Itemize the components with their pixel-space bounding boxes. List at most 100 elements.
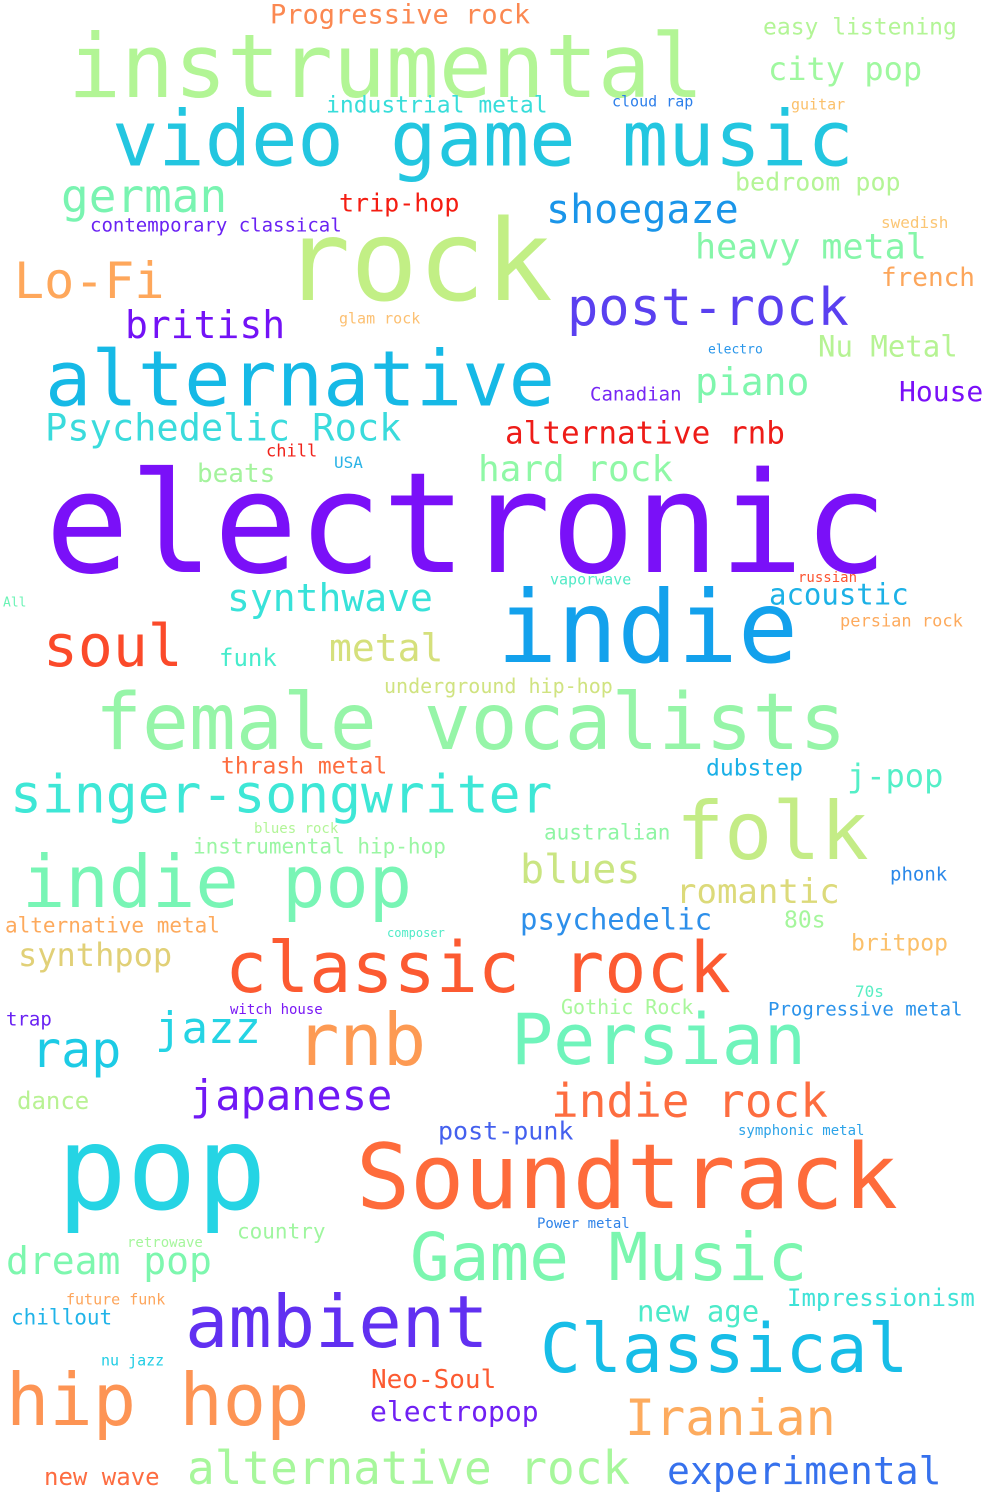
word-funk: funk — [219, 644, 277, 672]
word-psychedelic: psychedelic — [520, 902, 713, 937]
word-vaporwave: vaporwave — [550, 570, 632, 589]
word-indie: indie — [497, 569, 799, 686]
word-alternative: alternative — [45, 335, 555, 425]
word-chill: chill — [266, 441, 318, 462]
word-swedish: swedish — [881, 213, 949, 232]
word-dream-pop: dream pop — [6, 1239, 212, 1283]
word-retrowave: retrowave — [127, 1235, 203, 1251]
word-chillout: chillout — [11, 1305, 113, 1330]
word-80s: 80s — [784, 907, 826, 934]
word-new-age: new age — [637, 1294, 760, 1329]
word-trap: trap — [6, 1008, 52, 1031]
word-canadian: Canadian — [590, 383, 682, 406]
word-heavy-metal: heavy metal — [695, 227, 927, 268]
word-metal: metal — [329, 626, 444, 670]
word-glam-rock: glam rock — [339, 309, 421, 328]
word-acoustic: acoustic — [769, 577, 909, 612]
word-lo-fi: Lo-Fi — [14, 252, 165, 310]
word-nu-jazz: nu jazz — [101, 1351, 165, 1370]
word-female-vocalists: female vocalists — [95, 678, 847, 768]
word-iranian: Iranian — [625, 1389, 836, 1447]
word-german: german — [61, 169, 228, 223]
word-new-wave: new wave — [44, 1463, 160, 1491]
word-composer: composer — [387, 926, 445, 940]
word-rap: rap — [31, 1021, 122, 1079]
word-french: french — [881, 263, 975, 293]
word-folk: folk — [676, 785, 869, 878]
word-city-pop: city pop — [768, 50, 923, 88]
word-indie-rock: indie rock — [551, 1074, 828, 1128]
word-underground-hip-hop: underground hip-hop — [384, 674, 613, 698]
word-bedroom-pop: bedroom pop — [735, 167, 901, 197]
word-hard-rock: hard rock — [478, 449, 674, 490]
word-easy-listening: easy listening — [763, 14, 957, 41]
word-symphonic-metal: symphonic metal — [738, 1123, 865, 1139]
word-70s: 70s — [855, 982, 884, 1001]
word-australian: australian — [544, 820, 671, 845]
word-contemporary-classical: contemporary classical — [90, 214, 342, 237]
word-post-punk: post-punk — [438, 1116, 574, 1146]
word-rnb: rnb — [296, 998, 427, 1082]
word-usa: USA — [334, 453, 363, 472]
word-dubstep: dubstep — [706, 755, 803, 782]
word-japanese: japanese — [190, 1071, 393, 1120]
word-beats: beats — [197, 459, 276, 489]
word-persian-rock: persian rock — [840, 611, 963, 632]
word-trip-hop: trip-hop — [339, 188, 460, 218]
word-all: All — [3, 595, 27, 611]
word-phonk: phonk — [890, 863, 948, 886]
word-classic-rock: classic rock — [225, 927, 731, 1009]
word-ambient: ambient — [185, 1280, 489, 1364]
word-j-pop: j-pop — [847, 757, 944, 795]
word-alternative-rnb: alternative rnb — [505, 415, 785, 452]
word-britpop: britpop — [851, 930, 948, 957]
word-progressive-rock: Progressive rock — [270, 0, 531, 31]
word-power-metal: Power metal — [537, 1216, 630, 1232]
word-piano: piano — [695, 360, 810, 404]
word-gothic-rock: Gothic Rock — [561, 995, 694, 1019]
word-hip-hop: hip hop — [6, 1358, 310, 1442]
word-russian: russian — [798, 570, 858, 586]
word-blues-rock: blues rock — [254, 821, 339, 837]
word-game-music: Game Music — [410, 1219, 808, 1296]
word-electro: electro — [708, 342, 763, 358]
word-impressionism: Impressionism — [787, 1284, 975, 1312]
word-neo-soul: Neo-Soul — [371, 1365, 497, 1395]
word-electropop: electropop — [370, 1395, 539, 1428]
word-indie-pop: indie pop — [22, 840, 413, 924]
word-post-rock: post-rock — [567, 278, 849, 338]
word-synthwave: synthwave — [227, 576, 433, 620]
word-classical: Classical — [540, 1310, 909, 1389]
word-nu-metal: Nu Metal — [818, 329, 958, 364]
word-british: british — [125, 303, 286, 347]
word-guitar: guitar — [791, 95, 846, 114]
word-thrash-metal: thrash metal — [221, 753, 388, 780]
word-cloud-rap: cloud rap — [612, 92, 694, 111]
word-instrumental-hip-hop: instrumental hip-hop — [193, 834, 446, 859]
word-house: House — [899, 375, 984, 408]
word-video-game-music: video game music — [112, 95, 854, 185]
word-jazz: jazz — [155, 1003, 261, 1054]
word-synthpop: synthpop — [18, 936, 173, 974]
word-psychedelic-rock: Psychedelic Rock — [45, 406, 402, 450]
word-shoegaze: shoegaze — [546, 187, 739, 233]
word-soundtrack: Soundtrack — [356, 1125, 898, 1230]
word-pop: pop — [57, 1102, 267, 1237]
word-progressive-metal: Progressive metal — [768, 998, 963, 1021]
word-experimental: experimental — [667, 1449, 942, 1493]
word-industrial-metal: industrial metal — [326, 92, 548, 119]
word-alternative-rock: alternative rock — [187, 1441, 631, 1495]
word-blues: blues — [520, 847, 641, 893]
word-country: country — [237, 1219, 326, 1244]
word-soul: soul — [43, 612, 183, 680]
word-singer-songwriter: singer-songwriter — [10, 764, 553, 826]
word-dance: dance — [17, 1087, 90, 1115]
word-witch-house: witch house — [230, 1002, 323, 1018]
word-electronic: electronic — [45, 443, 888, 606]
word-persian: Persian — [511, 999, 807, 1081]
word-future-funk: future funk — [66, 1290, 166, 1309]
word-romantic: romantic — [676, 872, 840, 912]
word-instrumental: instrumental — [68, 15, 704, 118]
word-alternative-metal: alternative metal — [5, 913, 220, 938]
